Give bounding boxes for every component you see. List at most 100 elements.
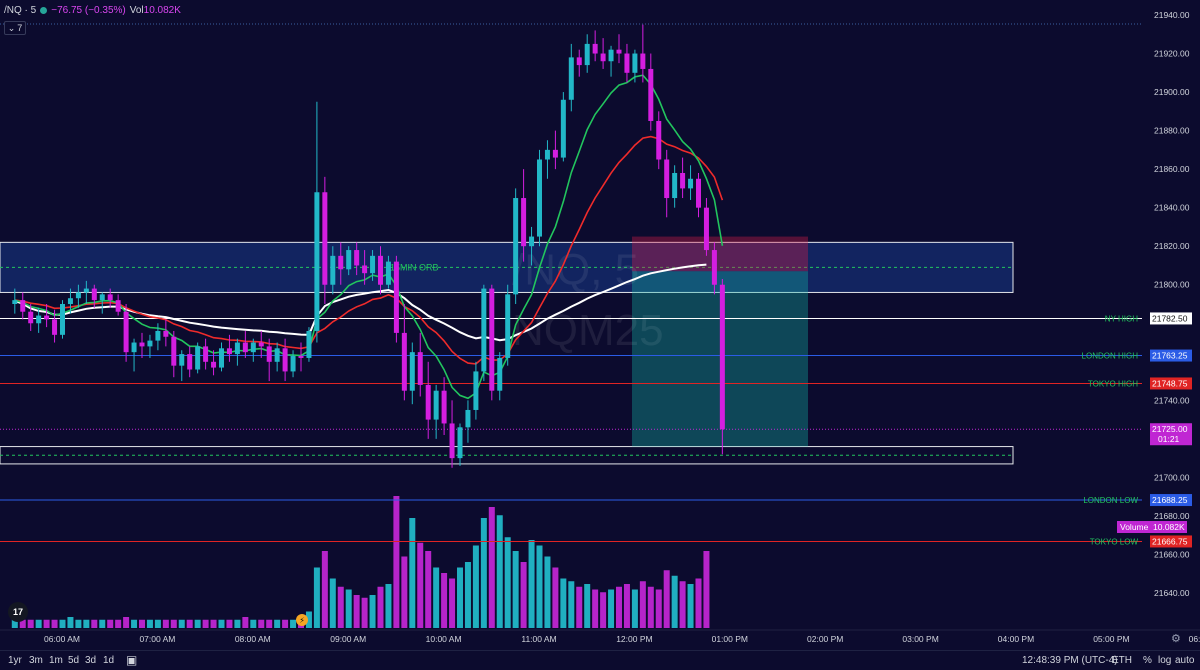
timeframe-5d[interactable]: 5d <box>68 655 80 666</box>
volume-bar <box>353 595 360 628</box>
timeframe-1d[interactable]: 1d <box>103 655 115 666</box>
volume-bar <box>107 619 114 628</box>
volume-bar <box>250 619 257 628</box>
volume-bar <box>282 619 289 628</box>
candle-body <box>123 311 129 353</box>
candle-body <box>28 311 34 324</box>
volume-bar <box>218 619 225 628</box>
chevron-down-icon: ⌄ <box>7 22 16 33</box>
candle-body <box>624 53 630 73</box>
timeframe-1yr[interactable]: 1yr <box>8 655 22 666</box>
volume-bar <box>345 589 352 628</box>
volume-value: 10.082K <box>143 5 181 16</box>
log-toggle[interactable]: log <box>1158 655 1172 666</box>
volume-label: Vol <box>129 5 144 16</box>
y-tick-label: 21700.00 <box>1154 472 1190 482</box>
tradingview-logo-icon[interactable]: 17 <box>8 602 28 622</box>
timeframe-1m[interactable]: 1m <box>49 655 63 666</box>
candle-body <box>409 352 415 391</box>
x-tick-label: 03:00 PM <box>902 634 938 644</box>
volume-bar <box>99 619 106 628</box>
x-tick-label: 01:00 PM <box>712 634 748 644</box>
y-tick-label: 21860.00 <box>1154 164 1190 174</box>
candle-body <box>385 261 391 285</box>
x-tick-label: 12:00 PM <box>616 634 652 644</box>
candle-body <box>457 427 463 459</box>
candle-body <box>163 330 169 337</box>
volume-bar <box>472 545 479 628</box>
volume-bar <box>631 589 638 628</box>
candle-body <box>656 120 662 160</box>
volume-bar <box>139 619 145 628</box>
price-tag-bg <box>1150 535 1192 548</box>
clock[interactable]: 12:48:39 PM (UTC-4) <box>1022 655 1118 666</box>
volume-tag-label: Volume <box>1120 522 1149 532</box>
candle-body <box>648 68 654 121</box>
candle-body <box>330 255 336 285</box>
volume-bar <box>59 619 66 628</box>
volume-bar <box>536 545 543 628</box>
candle-body <box>672 172 678 199</box>
volume-bar <box>178 619 185 628</box>
volume-bar <box>401 556 408 628</box>
watermark-contract: NQM25 <box>512 306 664 355</box>
candle-body <box>211 361 217 368</box>
current-price-tag-bg <box>1150 423 1192 446</box>
candle-body <box>696 178 701 208</box>
volume-bar <box>512 551 519 628</box>
bottom-toolbar: 1yr 3m 1m 5d 3d 1d ▣ 12:48:39 PM (UTC-4)… <box>0 650 1200 670</box>
x-tick-label: 08:00 AM <box>235 634 271 644</box>
calendar-icon[interactable]: ▣ <box>126 653 138 667</box>
volume-bar <box>115 619 122 628</box>
candle-body <box>544 149 550 160</box>
volume-bar <box>305 611 312 628</box>
volume-bar <box>258 619 265 628</box>
symbol-label[interactable]: /NQ · 5 <box>4 5 37 16</box>
volume-bar <box>75 619 82 628</box>
volume-bar <box>329 578 336 628</box>
candle-body <box>680 172 686 189</box>
timeframe-3d[interactable]: 3d <box>85 655 97 666</box>
y-tick-label: 21640.00 <box>1154 588 1190 598</box>
volume-bar <box>608 589 615 628</box>
session-toggle[interactable]: ETH <box>1112 655 1132 666</box>
candle-body <box>417 352 423 385</box>
ema-fast-line <box>14 74 724 400</box>
candle-body <box>489 288 495 391</box>
candle-body <box>640 53 646 69</box>
candle-body <box>203 346 209 362</box>
candle-body <box>576 57 582 66</box>
candle-body <box>393 261 399 333</box>
volume-bar <box>409 518 416 628</box>
candle-body <box>688 178 694 189</box>
lightning-icon[interactable]: ⚡ <box>296 614 308 626</box>
percent-toggle[interactable]: % <box>1143 655 1152 666</box>
volume-bar <box>568 581 575 628</box>
candle-body <box>616 49 622 54</box>
volume-bar <box>417 542 424 628</box>
candle-body <box>362 265 368 274</box>
candle-body <box>83 288 89 293</box>
volume-bar <box>186 619 193 628</box>
y-tick-label: 21740.00 <box>1154 395 1190 405</box>
gear-icon[interactable]: ⚙ <box>1171 633 1181 645</box>
market-status-icon <box>40 7 48 14</box>
candle-body <box>592 43 598 54</box>
volume-bar <box>433 567 440 628</box>
volume-bar <box>425 551 432 628</box>
y-tick-label: 21800.00 <box>1154 280 1190 290</box>
indicators-collapse-button[interactable]: ⌄ 7 <box>4 21 26 35</box>
volume-bar <box>528 540 535 628</box>
y-tick-label: 21660.00 <box>1154 549 1190 559</box>
candle-body <box>314 192 320 331</box>
candle-body <box>513 198 519 295</box>
volume-bar <box>361 597 368 628</box>
candle-body <box>354 250 360 266</box>
timeframe-3m[interactable]: 3m <box>29 655 43 666</box>
volume-bar <box>520 562 527 628</box>
candle-body <box>36 315 42 324</box>
volume-bar <box>480 518 487 628</box>
auto-toggle[interactable]: auto <box>1175 655 1195 666</box>
